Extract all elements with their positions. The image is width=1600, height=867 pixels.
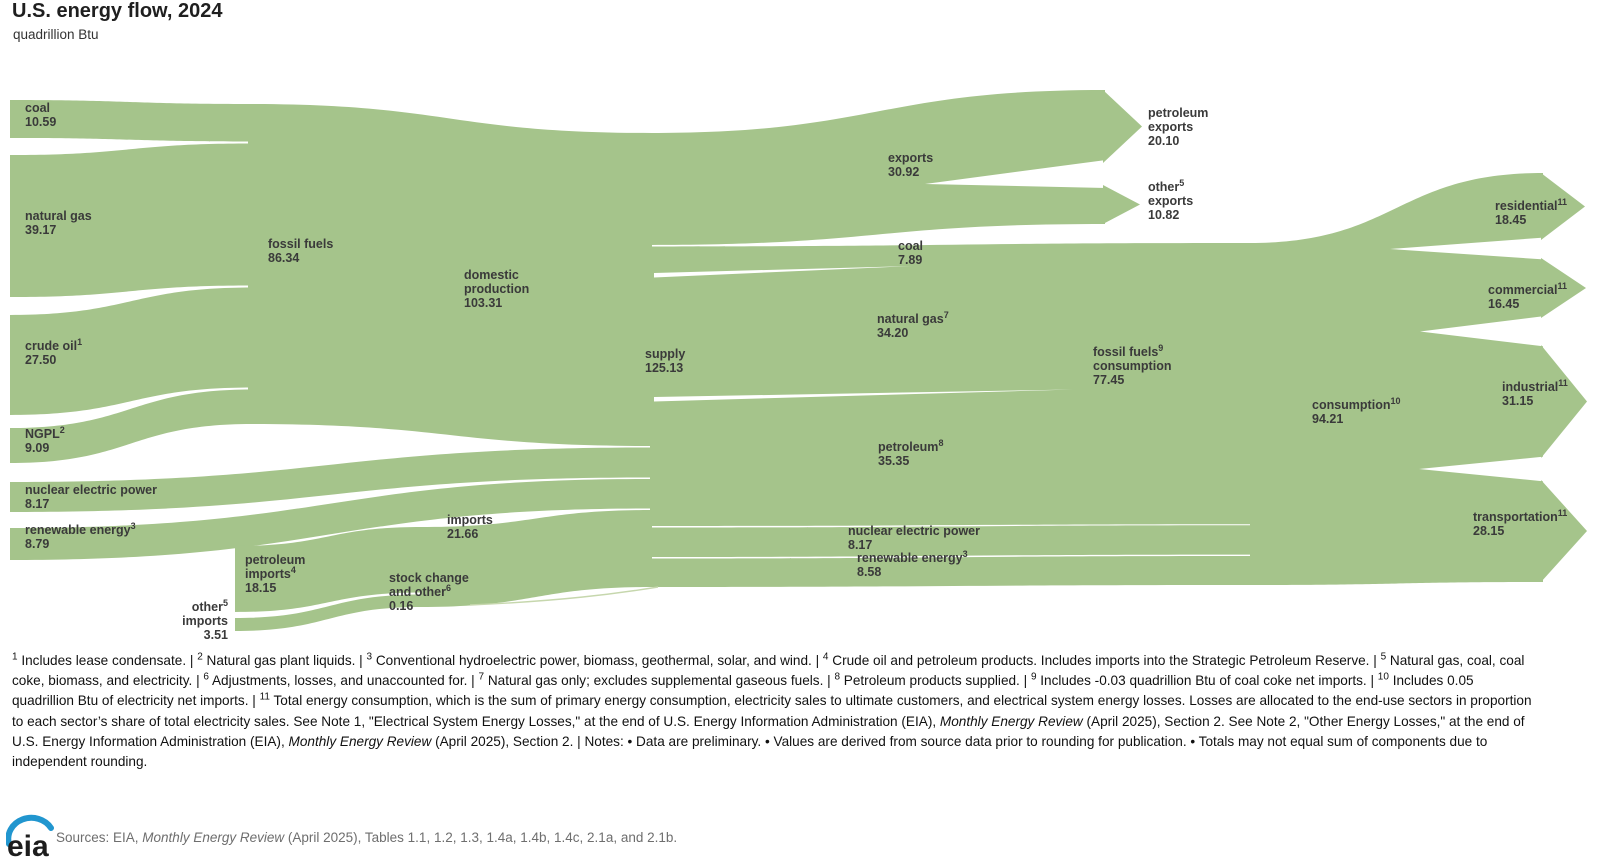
node-label-ngpl: NGPL2 9.09 [25, 424, 65, 455]
node-label-nuclear-out: nuclear electric power 8.17 [848, 524, 981, 552]
source-line: Sources: EIA, Monthly Energy Review (Apr… [56, 830, 678, 845]
arrowhead-transportation [1541, 480, 1587, 582]
node-label-petroleum-imports: petroleum imports4 18.15 [245, 553, 306, 595]
node-label-domestic-production: domestic production 103.31 [464, 268, 530, 310]
node-label-supply: supply 125.13 [645, 347, 686, 375]
node-label-petroleum-out: petroleum8 35.35 [878, 437, 944, 468]
notch-industrial-transportation [1419, 456, 1545, 482]
sankey-canvas [10, 90, 1587, 631]
node-label-coal-out: coal 7.89 [898, 239, 924, 267]
node-label-industrial: industrial11 31.15 [1502, 377, 1568, 408]
node-label-exports: exports 30.92 [888, 151, 934, 179]
notch-residential-commercial [1390, 237, 1545, 260]
flow-fossil-fuels [248, 104, 652, 446]
node-label-petroleum-exports: petroleum exports 20.10 [1148, 106, 1209, 148]
arrowhead-residential [1541, 173, 1585, 240]
eia-logo: eia [6, 814, 54, 860]
sliver-coal-gas [654, 266, 912, 278]
node-label-residential: residential11 18.45 [1495, 196, 1568, 227]
node-label-natural-gas: natural gas 39.17 [25, 209, 92, 237]
node-label-commercial: commercial11 16.45 [1488, 280, 1567, 311]
node-label-renewable: renewable energy3 8.79 [25, 520, 136, 551]
node-label-nuclear: nuclear electric power 8.17 [25, 483, 158, 511]
flow-supply-consumption [650, 243, 1252, 526]
node-label-fossil-fuels-consumption: fossil fuels9 consumption 77.45 [1093, 342, 1172, 387]
node-label-other-exports: other5 exports 10.82 [1148, 177, 1194, 222]
arrowhead-commercial [1541, 258, 1586, 318]
node-label-transportation: transportation11 28.15 [1473, 507, 1568, 538]
flow-petroleum-imports [235, 527, 422, 612]
flow-nuclear-consumption [650, 525, 1252, 557]
flow-exports [650, 90, 1105, 245]
notch-exports-split [925, 160, 1106, 188]
flow-imports [420, 510, 652, 607]
node-label-natural-gas-out: natural gas7 34.20 [877, 309, 949, 340]
arrowhead-industrial [1541, 345, 1587, 458]
flow-other-imports [235, 594, 422, 631]
flow-consumption-sectors [1250, 173, 1543, 585]
node-label-consumption: consumption10 94.21 [1312, 395, 1401, 426]
arrowhead-petroleum-exports [1103, 90, 1142, 163]
eia-logo-swoosh [6, 814, 54, 847]
footnotes: 1 Includes lease condensate. | 2 Natural… [12, 651, 1532, 770]
node-label-crude-oil: crude oil1 27.50 [25, 336, 83, 367]
flow-natural-gas-source [10, 143, 250, 297]
flow-crude-oil-source [10, 287, 252, 415]
page-title: U.S. energy flow, 2024 [12, 0, 223, 22]
flow-coal-source [10, 100, 250, 142]
flow-nuclear-source [10, 447, 652, 512]
flow-stock-change [469, 586, 659, 606]
flow-renewable-consumption [650, 556, 1252, 587]
node-label-imports: imports 21.66 [447, 513, 493, 541]
node-label-renewable-out: renewable energy3 8.58 [857, 548, 968, 579]
flow-renewable-source [10, 479, 652, 560]
node-label-fossil-fuels: fossil fuels 86.34 [268, 237, 334, 265]
notch-commercial-industrial [1420, 316, 1545, 347]
arrowhead-other-exports [1103, 185, 1140, 224]
page-subtitle: quadrillion Btu [13, 27, 99, 42]
sliver-gas-petroleum [654, 389, 1073, 402]
flow-ngpl-source [10, 389, 252, 463]
eia-logo-text: eia [7, 830, 49, 860]
node-label-coal: coal 10.59 [25, 101, 57, 129]
node-label-other-imports: other5 imports 3.51 [182, 597, 228, 642]
node-label-stock-change: stock change and other6 0.16 [389, 571, 469, 613]
